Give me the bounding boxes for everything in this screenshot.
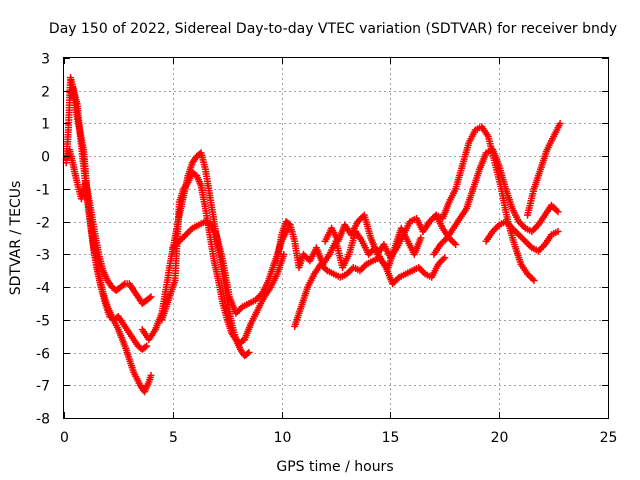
x-tick-label: 0	[60, 430, 69, 446]
x-axis-label: GPS time / hours	[276, 459, 393, 475]
series-13	[524, 120, 564, 219]
y-tick-label: 0	[41, 150, 50, 166]
x-tick-label: 15	[382, 430, 400, 446]
series-8	[291, 254, 449, 330]
x-tick-label: 5	[169, 430, 178, 446]
series-markers	[62, 146, 155, 307]
series-5	[158, 169, 288, 347]
y-tick-label: 1	[41, 117, 50, 133]
chart-title: Day 150 of 2022, Sidereal Day-to-day VTE…	[49, 21, 617, 37]
series-3	[62, 146, 155, 307]
series-markers	[524, 120, 564, 219]
x-axis-tick-labels: 0 5 10 15 20 25	[60, 430, 617, 446]
axis-ticks	[64, 58, 609, 419]
y-tick-label: -8	[36, 412, 50, 428]
y-tick-label: -3	[36, 248, 50, 264]
x-tick-label: 25	[600, 430, 618, 446]
grid-lines	[64, 58, 608, 418]
series-markers	[291, 254, 449, 330]
y-tick-label: -6	[36, 347, 50, 363]
y-tick-label: -7	[36, 379, 50, 395]
series-11	[430, 146, 562, 258]
series-markers	[430, 146, 562, 258]
y-tick-label: -2	[36, 216, 50, 232]
y-tick-label: 3	[41, 52, 50, 68]
series-12	[482, 218, 562, 255]
y-axis-tick-labels: -8 -7 -6 -5 -4 -3 -2 -1 0 1 2 3	[36, 52, 50, 428]
data-series	[62, 74, 564, 396]
series-markers	[158, 169, 288, 347]
y-tick-label: -4	[36, 281, 50, 297]
plot-frame	[63, 57, 609, 419]
series-markers	[482, 218, 562, 255]
y-tick-label: -1	[36, 183, 50, 199]
y-tick-label: -5	[36, 314, 50, 330]
x-tick-label: 10	[274, 430, 292, 446]
y-axis-label: SDTVAR / TECUs	[8, 181, 24, 296]
y-tick-label: 2	[41, 85, 50, 101]
x-tick-label: 20	[491, 430, 509, 446]
